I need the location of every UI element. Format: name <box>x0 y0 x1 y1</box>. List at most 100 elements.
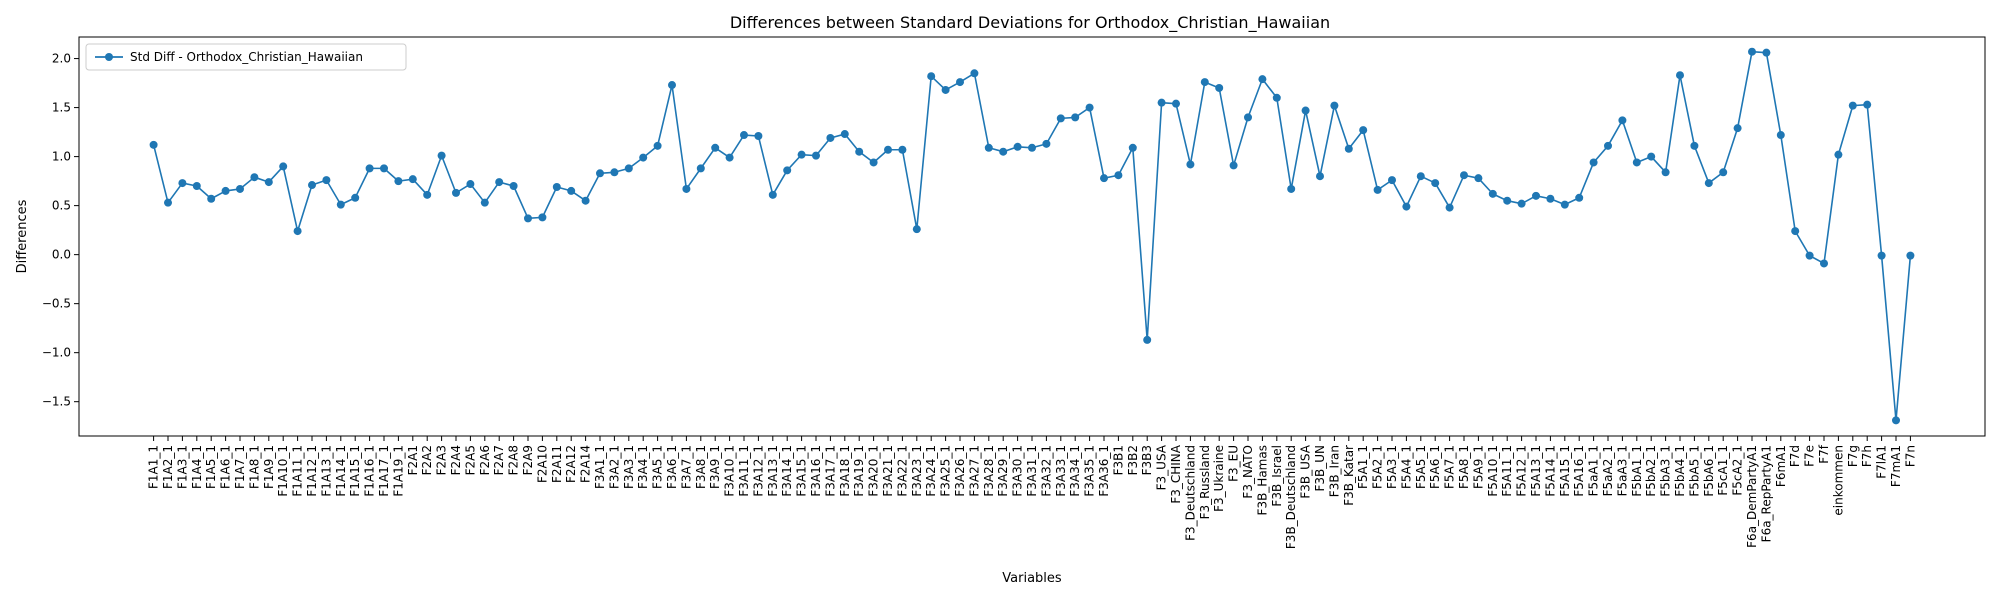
data-point <box>308 181 316 190</box>
data-point <box>1647 152 1656 161</box>
data-point <box>1892 416 1900 425</box>
data-point <box>1388 176 1396 185</box>
data-point <box>783 166 792 175</box>
x-tick-label: F3A19_1 <box>852 445 866 497</box>
data-point <box>581 196 590 205</box>
data-point <box>1172 99 1180 108</box>
x-tick-label: F5A8_1 <box>1457 445 1471 489</box>
x-tick-label: F1A8_1 <box>247 445 261 489</box>
x-tick-label: F3A33_1 <box>1054 445 1068 497</box>
data-point <box>711 143 720 152</box>
data-point <box>207 194 216 203</box>
x-tick-label: F3B_Hamas <box>1255 445 1269 515</box>
x-tick-label: F3A31_1 <box>1025 445 1039 497</box>
x-tick-label: F3A9_1 <box>708 445 722 489</box>
x-tick-label: F2A4 <box>449 445 463 475</box>
data-point <box>1157 98 1166 107</box>
x-tick-label: F1A7_1 <box>233 445 247 489</box>
x-tick-label: F3A14_1 <box>780 445 794 497</box>
x-tick-label: F3A34_1 <box>1068 445 1082 497</box>
data-point <box>1128 143 1137 152</box>
data-point <box>351 193 360 202</box>
data-point <box>797 150 806 159</box>
x-tick-label: F5A3_1 <box>1385 445 1399 489</box>
data-point <box>970 69 979 78</box>
series-line <box>152 50 1912 422</box>
x-tick-label: F3A13_1 <box>766 445 780 497</box>
x-tick-label: F3A5_1 <box>651 445 665 489</box>
data-point <box>380 164 388 173</box>
x-tick-label: F1A6_1 <box>219 445 233 489</box>
data-point <box>639 153 648 162</box>
legend-box <box>85 43 407 71</box>
y-tick-label: −1.5 <box>42 395 71 409</box>
data-point <box>1244 113 1252 122</box>
data-point <box>812 151 820 160</box>
data-point <box>912 225 921 234</box>
x-tick-label: F1A16_1 <box>363 445 377 497</box>
data-point <box>1503 196 1512 205</box>
data-point <box>1258 75 1267 84</box>
data-point <box>999 147 1008 156</box>
data-point <box>1028 143 1036 152</box>
data-point <box>1272 93 1281 102</box>
x-tick-label: F6mA1 <box>1774 445 1788 487</box>
x-tick-label: F3A25_1 <box>939 445 953 497</box>
data-point <box>567 186 576 195</box>
x-tick-label: F3A36_1 <box>1097 445 1111 497</box>
x-tick-label: F3_EU <box>1227 445 1241 482</box>
data-point <box>1373 185 1382 194</box>
data-point <box>495 178 504 187</box>
x-tick-label: F5A16_1 <box>1572 445 1586 497</box>
x-tick-label: F1A19_1 <box>391 445 405 497</box>
data-point <box>898 145 907 154</box>
x-tick-label: F5A12_1 <box>1515 445 1529 497</box>
x-tick-label: F5A10_1 <box>1486 445 1500 497</box>
data-point <box>552 182 561 191</box>
data-point <box>941 85 950 94</box>
data-point <box>1618 116 1627 125</box>
x-tick-label: F2A7 <box>492 445 506 475</box>
data-point <box>610 168 619 177</box>
x-tick-label: F2A10 <box>535 445 549 483</box>
x-tick-label: F2A1 <box>406 445 420 475</box>
x-tick-label: F3B1 <box>1111 445 1125 475</box>
axes-frame <box>78 36 1986 437</box>
data-point <box>1100 174 1108 183</box>
x-tick-label: F1A3_1 <box>175 445 189 489</box>
data-point <box>423 190 432 199</box>
data-point <box>1013 142 1022 151</box>
data-point <box>1546 194 1555 203</box>
x-tick-label: F3A11_1 <box>737 445 751 497</box>
x-tick-label: F3A29_1 <box>996 445 1010 497</box>
x-tick-label: F3A21_1 <box>881 445 895 497</box>
data-point <box>538 213 547 222</box>
data-point <box>1791 227 1800 236</box>
x-tick-label: F5A14_1 <box>1543 445 1557 497</box>
x-tick-label: F5bA3_1 <box>1659 445 1673 497</box>
data-point <box>221 186 230 195</box>
data-point <box>1488 189 1497 198</box>
x-tick-label: F2A2 <box>420 445 434 475</box>
x-tick-label: F5bA1_1 <box>1630 445 1644 497</box>
x-tick-label: F5bA2_1 <box>1644 445 1658 497</box>
x-tick-label: F5aA2_1 <box>1601 445 1615 496</box>
data-point <box>1661 168 1670 177</box>
legend-point-marker <box>105 53 113 61</box>
x-tick-label: F7lA1 <box>1875 445 1889 479</box>
data-point <box>1805 251 1814 260</box>
data-point <box>855 147 864 156</box>
x-tick-label: F2A9 <box>521 445 535 475</box>
data-point <box>1215 83 1224 92</box>
data-point <box>509 182 518 191</box>
data-point <box>624 164 633 173</box>
data-point <box>1330 101 1339 110</box>
data-point <box>1863 100 1872 109</box>
x-tick-label: F1A2_1 <box>161 445 175 489</box>
data-point <box>927 72 936 81</box>
data-point <box>1877 251 1886 260</box>
x-tick-label: F1A12_1 <box>305 445 319 497</box>
data-point <box>956 78 964 87</box>
x-tick-label: F1A15_1 <box>348 445 362 497</box>
x-tick-label: F3B2 <box>1126 445 1140 475</box>
